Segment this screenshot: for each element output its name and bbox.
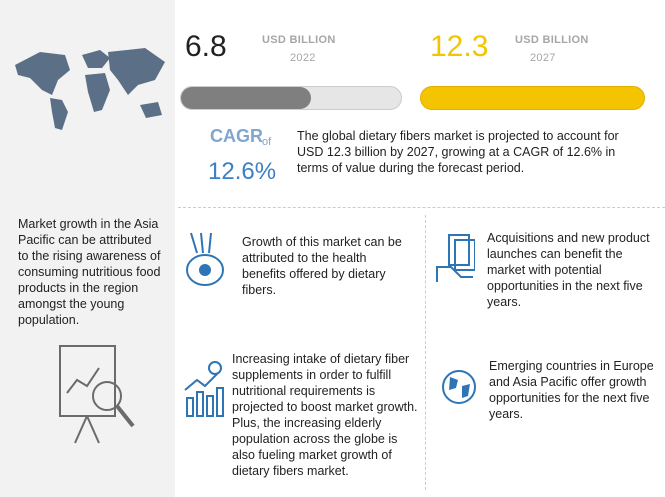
year-2022: 2022 [290,52,316,64]
text-line: benefits offered by dietary [242,267,386,281]
summary: The global dietary fibers market is proj… [297,128,619,176]
money-icon [436,234,475,282]
text-line: also fueling market growth of [232,448,392,462]
value-2027: 12.3 [430,30,489,63]
text-line: products in the region [18,281,139,295]
text-line: consuming nutritious food [18,265,161,279]
text-line: attributed to the health [242,251,367,265]
text-line: population across the globe is [232,432,398,446]
highlight-text: Emerging countries in Europe and Asia Pac… [489,358,654,422]
text-line: amongst the young [18,297,125,311]
text-line: Increasing intake of dietary fiber [232,352,410,366]
text-line: projected to boost market growth. [232,400,418,414]
left-text: Market growth in the Asia Pacific can be … [18,216,160,328]
text-line: nutritional requirements is [232,384,376,398]
text-line: years. [489,407,524,421]
text-line: The global dietary fibers market is proj… [297,129,619,143]
unit-2022: USD BILLION [262,34,336,46]
world-map [15,48,165,130]
text-line: opportunities in the next five [487,279,643,293]
divider [425,215,426,490]
text-line: and Asia Pacific offer growth [489,375,647,389]
globe-icon [442,370,476,404]
highlight-text: Increasing intake of dietary fiber supple… [232,351,418,479]
text-line: years. [487,295,522,309]
text-line: USD 12.3 billion by 2027, growing at a C… [297,145,616,159]
highlight-text: Acquisitions and new product launches can… [487,230,650,310]
year-2027: 2027 [530,52,556,64]
analysis-icon [59,345,135,444]
text-line: Growth of this market can be [242,235,402,249]
bar-track [180,86,402,110]
text-line: Acquisitions and new product [487,231,650,245]
text-line: launches can benefit the [487,247,623,261]
bar-2022 [181,87,311,109]
text-line: opportunities for the next five [489,391,650,405]
text-line: to the rising awareness of [18,249,161,263]
cagr-label: CAGR [210,126,263,146]
text-line: Pacific can be attributed [18,233,152,247]
text-line: Plus, the increasing elderly [232,416,382,430]
unit-2027: USD BILLION [515,34,589,46]
text-line: fibers. [242,283,277,297]
cagr-value: 12.6% [208,158,277,185]
text-line: market with potential [487,263,602,277]
highlight-text: Growth of this market can be attributed t… [242,234,402,298]
text-line: terms of value during the forecast perio… [297,161,525,175]
cagr-of: of [262,136,272,148]
text-line: Market growth in the Asia [18,217,159,231]
fiber-icon [186,232,224,286]
text-line: dietary fibers market. [232,464,349,478]
text-line: Emerging countries in Europe [489,359,654,373]
value-2022: 6.8 [185,30,227,63]
text-line: population. [18,313,80,327]
growth-icon [184,361,224,417]
divider [178,207,665,208]
text-line: supplements in order to fulfill [232,368,392,382]
bar-2027 [420,86,645,110]
